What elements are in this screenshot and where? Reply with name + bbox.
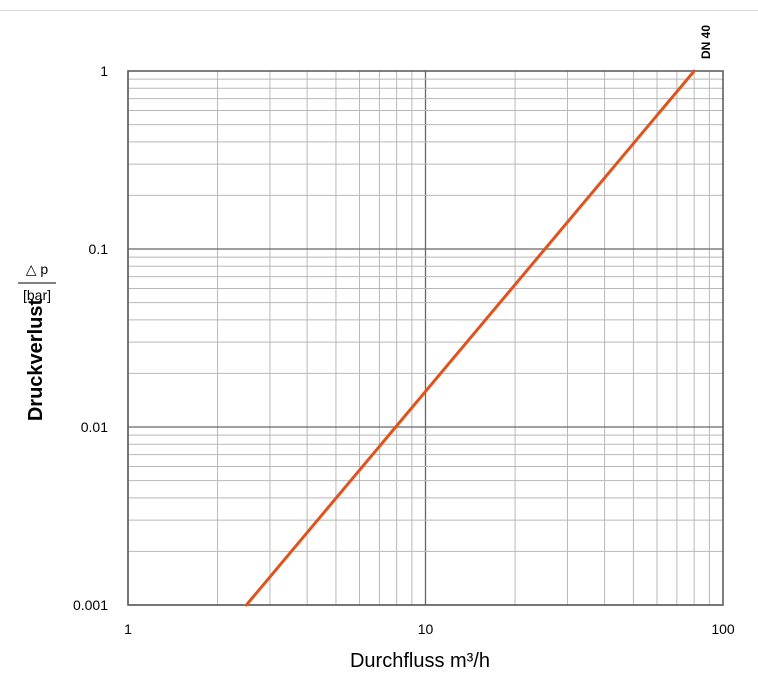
y-axis-unit: [bar]: [23, 287, 51, 303]
y-tick-label: 0.1: [89, 241, 109, 257]
y-tick-label: 1: [100, 63, 108, 79]
grid: [127, 71, 723, 606]
x-tick-label: 1: [124, 621, 132, 637]
y-axis-title-group: Druckverlust △ p [bar]: [18, 261, 56, 421]
series-line: [244, 69, 696, 607]
top-border: [0, 10, 758, 11]
x-tick-label: 10: [418, 621, 434, 637]
y-axis-symbol: △ p: [26, 261, 49, 277]
y-tick-label: 0.01: [81, 419, 108, 435]
y-axis-title: Druckverlust: [25, 299, 47, 422]
x-axis-title: Durchfluss m³/h: [350, 650, 490, 672]
x-tick-labels: 1 10 100: [124, 621, 735, 637]
series-layer: [244, 69, 696, 607]
x-tick-label: 100: [711, 621, 735, 637]
series-labels: DN 40: [699, 25, 713, 59]
y-tick-label: 0.001: [73, 597, 108, 613]
plot-frame: [127, 70, 724, 606]
y-tick-labels: 1 0.1 0.01 0.001: [73, 63, 108, 613]
series-label: DN 40: [699, 25, 713, 59]
